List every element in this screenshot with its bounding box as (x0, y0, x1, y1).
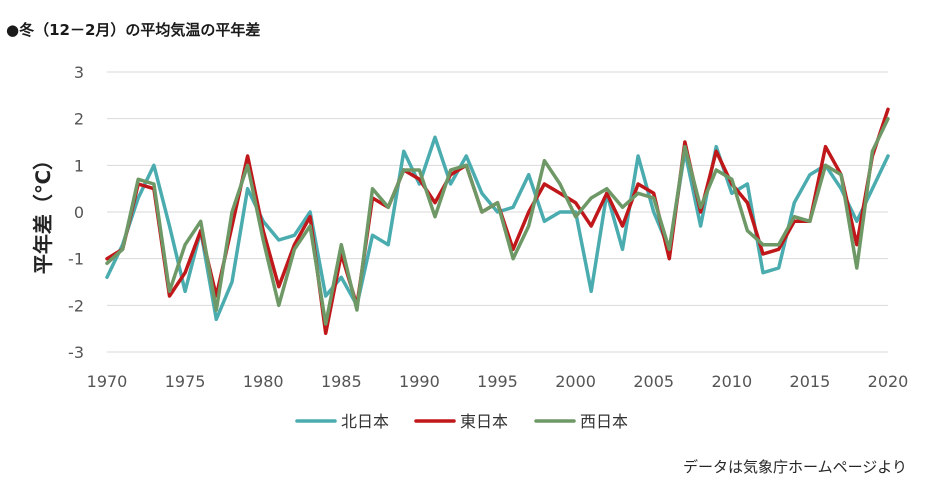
x-tick-label: 1985 (321, 372, 362, 391)
legend-label: 西日本 (580, 412, 628, 431)
x-tick-label: 2020 (868, 372, 909, 391)
y-tick-labels: 3 2 1 0 -1 -2 -3 (68, 63, 84, 362)
y-tick-label: -1 (68, 250, 84, 269)
legend: 北日本 東日本 西日本 (295, 412, 628, 431)
y-tick-label: -2 (68, 296, 84, 315)
y-axis-label: 平年差（℃） (31, 150, 55, 274)
x-tick-label: 2015 (790, 372, 831, 391)
x-tick-labels: 1970 1975 1980 1985 1990 1995 2000 2005 2010 2015… (87, 372, 909, 391)
legend-label: 東日本 (460, 412, 508, 431)
x-tick-label: 1975 (165, 372, 206, 391)
y-tick-label: 0 (74, 203, 84, 222)
chart-title: ●冬（12－2月）の平均気温の平年差 (6, 21, 261, 39)
x-tick-label: 1980 (243, 372, 284, 391)
x-tick-label: 2010 (711, 372, 752, 391)
x-tick-label: 1970 (87, 372, 128, 391)
x-tick-label: 2000 (555, 372, 596, 391)
y-tick-label: 3 (74, 63, 84, 82)
source-note: データは気象庁ホームページより (683, 458, 907, 476)
y-tick-label: 1 (74, 156, 84, 175)
x-tick-label: 1995 (477, 372, 518, 391)
x-tick-label: 2005 (633, 372, 674, 391)
series-line-3 (105, 116, 890, 326)
legend-label: 北日本 (341, 412, 389, 431)
series-lines (105, 107, 890, 336)
y-tick-label: 2 (74, 110, 84, 129)
series-line-1 (105, 135, 890, 322)
x-tick-label: 1990 (399, 372, 440, 391)
y-tick-label: -3 (68, 343, 84, 362)
